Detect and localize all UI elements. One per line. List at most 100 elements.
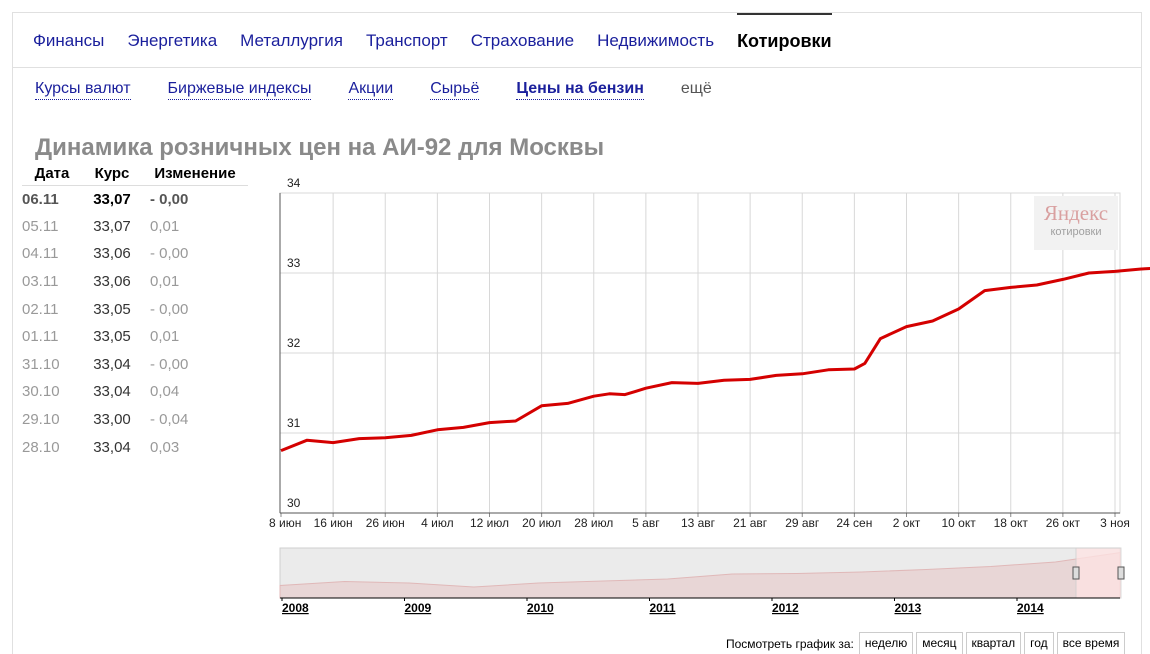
navigator-year-label: 2013	[895, 601, 922, 615]
period-week-button[interactable]: неделю	[858, 632, 914, 654]
row-change: 0,04	[150, 383, 180, 401]
x-tick-label: 5 авг	[632, 516, 660, 530]
row-change: - 0,00	[150, 300, 189, 318]
x-tick-label: 3 ноя	[1100, 516, 1130, 530]
watermark-logo: Яндекс	[1043, 201, 1109, 225]
x-tick-label: 16 июн	[314, 516, 353, 530]
row-date: 01.11	[22, 328, 59, 346]
row-date: 04.11	[22, 245, 59, 263]
table-row: 06.11 33,07 - 0,00	[22, 185, 248, 213]
x-tick-label: 18 окт	[994, 516, 1029, 530]
x-tick-label: 2 окт	[893, 516, 921, 530]
top-nav: Финансы Энергетика Металлургия Транспорт…	[33, 13, 855, 67]
table-row: 01.11 33,05 0,01	[22, 323, 248, 351]
top-nav-energy[interactable]: Энергетика	[127, 31, 218, 50]
sub-nav: Курсы валют Биржевые индексы Акции Сырьё…	[35, 79, 749, 100]
row-date: 28.10	[22, 438, 60, 456]
table-row: 29.10 33,00 - 0,04	[22, 406, 248, 434]
top-nav-insurance[interactable]: Страхование	[470, 31, 575, 50]
top-nav-realty[interactable]: Недвижимость	[597, 31, 715, 50]
row-date: 06.11	[22, 190, 59, 208]
quotes-table: Дата Курс Изменение 06.11 33,07 - 0,00 0…	[22, 163, 248, 461]
row-date: 02.11	[22, 300, 59, 318]
y-tick-label: 31	[287, 416, 301, 430]
row-date: 30.10	[22, 383, 60, 401]
top-nav-transport[interactable]: Транспорт	[365, 31, 448, 50]
top-nav-finance[interactable]: Финансы	[33, 31, 105, 50]
row-rate: 33,05	[93, 300, 131, 318]
top-nav-metallurgy[interactable]: Металлургия	[240, 31, 343, 50]
row-date: 29.10	[22, 411, 60, 429]
sub-nav-more[interactable]: ещё	[680, 80, 712, 97]
row-date: 31.10	[22, 355, 60, 373]
header-change: Изменение	[142, 163, 248, 186]
sub-nav-commodities[interactable]: Сырьё	[430, 79, 480, 100]
row-rate: 33,04	[93, 383, 131, 401]
x-tick-label: 8 июн	[269, 516, 301, 530]
price-series-line	[280, 266, 1150, 452]
navigator-year-label: 2008	[282, 601, 309, 615]
x-tick-label: 24 сен	[836, 516, 872, 530]
period-selector-label: Посмотреть график за:	[726, 637, 854, 651]
x-tick-label: 20 июл	[522, 516, 561, 530]
row-rate: 33,07	[93, 217, 131, 235]
page-title: Динамика розничных цен на АИ-92 для Моск…	[35, 134, 605, 161]
sub-nav-fuel-prices[interactable]: Цены на бензин	[516, 79, 644, 100]
x-tick-label: 21 авг	[733, 516, 768, 530]
row-rate: 33,04	[93, 438, 131, 456]
x-tick-label: 26 июн	[366, 516, 405, 530]
x-tick-label: 29 авг	[785, 516, 820, 530]
period-selector: Посмотреть график за: неделю месяц кварт…	[726, 632, 1128, 654]
page-frame: Финансы Энергетика Металлургия Транспорт…	[12, 12, 1142, 654]
y-tick-label: 33	[287, 256, 301, 270]
row-change: - 0,04	[150, 411, 189, 429]
watermark-sub: котировки	[1050, 226, 1102, 238]
row-change: 0,03	[150, 438, 180, 456]
navigator-year-label: 2010	[527, 601, 554, 615]
navigator-year-label: 2009	[405, 601, 432, 615]
x-tick-label: 26 окт	[1046, 516, 1081, 530]
row-rate: 33,04	[93, 355, 131, 373]
watermark: Яндекс котировки	[1034, 196, 1118, 250]
x-tick-label: 13 авг	[681, 516, 716, 530]
table-row: 31.10 33,04 - 0,00	[22, 351, 248, 379]
row-rate: 33,05	[93, 328, 131, 346]
sub-nav-stocks[interactable]: Акции	[348, 79, 394, 100]
navigator-handle-right[interactable]	[1117, 566, 1125, 580]
top-nav-divider	[13, 67, 1141, 68]
y-tick-label: 30	[287, 496, 301, 510]
table-row: 05.11 33,07 0,01	[22, 213, 248, 241]
sub-nav-currency[interactable]: Курсы валют	[35, 79, 131, 100]
row-change: 0,01	[150, 273, 180, 291]
table-row: 02.11 33,05 - 0,00	[22, 295, 248, 323]
period-year-button[interactable]: год	[1024, 632, 1054, 654]
navigator-year-label: 2011	[650, 601, 676, 615]
row-change: 0,01	[150, 328, 180, 346]
row-change: - 0,00	[150, 190, 189, 208]
period-month-button[interactable]: месяц	[916, 632, 963, 654]
header-rate: Курс	[82, 163, 142, 186]
period-all-button[interactable]: все время	[1056, 632, 1126, 654]
sub-nav-indices[interactable]: Биржевые индексы	[167, 79, 312, 100]
x-tick-label: 4 июл	[421, 516, 453, 530]
table-row: 04.11 33,06 - 0,00	[22, 240, 248, 268]
table-row: 03.11 33,06 0,01	[22, 268, 248, 296]
navigator-handle-left[interactable]	[1072, 566, 1080, 580]
table-header-row: Дата Курс Изменение	[22, 163, 248, 186]
table-row: 28.10 33,04 0,03	[22, 433, 248, 461]
top-nav-quotes[interactable]: Котировки	[737, 13, 832, 67]
row-change: - 0,00	[150, 355, 189, 373]
row-rate: 33,07	[93, 190, 131, 208]
row-change: - 0,00	[150, 245, 189, 263]
x-tick-label: 28 июл	[574, 516, 613, 530]
row-rate: 33,00	[93, 411, 131, 429]
navigator-year-label: 2012	[772, 601, 799, 615]
period-quarter-button[interactable]: квартал	[965, 632, 1022, 654]
navigator-selection	[1075, 547, 1122, 599]
row-rate: 33,06	[93, 245, 131, 263]
table-row: 30.10 33,04 0,04	[22, 378, 248, 406]
header-date: Дата	[22, 163, 82, 186]
row-date: 03.11	[22, 273, 59, 291]
y-tick-label: 32	[287, 336, 301, 350]
